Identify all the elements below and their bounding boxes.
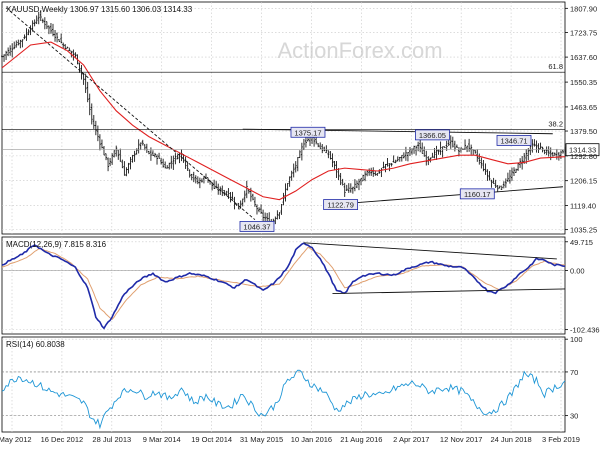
macd-y-tick-label: 0.00 <box>570 266 585 275</box>
current-price-label: 1314.33 <box>569 146 596 155</box>
x-tick-label: 3 Feb 2019 <box>542 435 580 444</box>
price-annotation-label: 1346.71 <box>500 136 527 145</box>
x-tick-label: 9 Mar 2014 <box>143 435 181 444</box>
rsi-y-tick-label: 70 <box>570 368 578 377</box>
macd-y-tick-label: 49.715 <box>570 238 593 247</box>
macd-y-tick-label: -102.436 <box>570 326 600 335</box>
price-y-tick-label: 1379.50 <box>570 127 597 136</box>
rsi-title: RSI(14) 60.8038 <box>6 340 65 349</box>
moving-average-line <box>1 41 566 201</box>
price-annotation-box <box>415 129 450 141</box>
price-y-tick-label: 1206.15 <box>570 177 597 186</box>
trendline <box>5 7 256 221</box>
watermark-text: ActionForex.com <box>277 38 442 63</box>
x-tick-label: 28 Jul 2013 <box>92 435 131 444</box>
x-tick-label: 31 May 2015 <box>240 435 283 444</box>
price-annotation-box <box>459 188 495 200</box>
macd-trendline <box>332 288 566 295</box>
rsi-line <box>1 369 566 430</box>
x-tick-label: 10 Jan 2016 <box>291 435 332 444</box>
x-tick-label: 2 Apr 2017 <box>393 435 429 444</box>
price-y-tick-label: 1807.90 <box>570 4 597 13</box>
chart-title: XAUUSD,Weekly 1306.97 1315.60 1306.03 13… <box>6 5 193 14</box>
fib-level-label: 38.2 <box>548 119 563 128</box>
price-annotation-box <box>496 135 532 146</box>
x-tick-label: 21 Aug 2016 <box>340 435 382 444</box>
fib-level-label: 61.8 <box>548 62 563 71</box>
price-y-tick-label: 1550.35 <box>570 78 597 87</box>
current-price-box <box>565 143 600 157</box>
price-annotation-label: 1375.17 <box>294 128 321 137</box>
price-annotation-box <box>290 126 326 138</box>
macd-line <box>1 242 566 330</box>
price-annotation-label: 1122.79 <box>327 201 354 210</box>
price-annotation-box <box>239 221 275 232</box>
macd-title: MACD(12,26,9) 7.815 8.316 <box>6 240 107 249</box>
macd-trendline <box>303 242 557 260</box>
x-tick-label: 12 Nov 2017 <box>440 435 483 444</box>
price-annotation-box <box>323 199 359 210</box>
price-y-tick-label: 1723.75 <box>570 28 597 37</box>
price-annotation-label: 1046.37 <box>243 222 270 231</box>
x-tick-label: 16 Dec 2012 <box>41 435 84 444</box>
price-y-tick-label: 1035.25 <box>570 226 597 235</box>
x-tick-label: 19 Oct 2014 <box>191 435 232 444</box>
price-annotation-label: 1160.17 <box>464 190 491 199</box>
price-annotation-label: 1366.05 <box>419 131 446 140</box>
macd-signal-line <box>1 246 566 320</box>
rsi-y-tick-label: 100 <box>570 335 583 344</box>
price-y-tick-label: 1119.40 <box>570 202 596 211</box>
x-tick-label: 24 Jun 2018 <box>490 435 531 444</box>
price-y-tick-label: 1637.60 <box>570 53 597 62</box>
price-y-tick-label: 1463.65 <box>570 103 597 112</box>
x-tick-label: 6 May 2012 <box>0 435 32 444</box>
price-y-tick-label: 1292.80 <box>570 152 597 161</box>
trendline <box>328 186 563 206</box>
rsi-y-tick-label: 30 <box>570 412 578 421</box>
